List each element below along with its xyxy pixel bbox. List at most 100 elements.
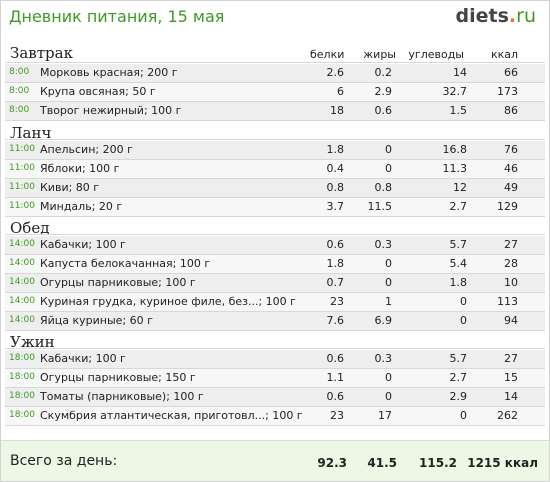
food-name[interactable]: Миндаль; 20 г [40,200,123,213]
protein-value: 23 [330,409,344,422]
carbs-value: 14 [453,66,467,79]
meal-title: Завтрак [10,44,73,62]
header: Дневник питания, 15 мая diets.ru [0,0,550,36]
food-row[interactable]: 14:00 Огурцы парниковые; 100 г 0.7 0 1.8 10 [0,274,550,293]
kcal-value: 173 [497,85,518,98]
meal-title: Обед [10,219,50,237]
row-background [5,388,545,407]
meal-time: 8:00 [9,105,30,115]
meal-time: 14:00 [9,296,35,306]
protein-value: 7.6 [326,314,345,327]
food-name[interactable]: Морковь красная; 200 г [40,66,178,79]
carbs-value: 5.7 [449,352,468,365]
column-header-kcal: ккал [490,48,518,61]
carbs-value: 12 [453,181,467,194]
row-background [5,369,545,388]
fat-value: 0.6 [374,104,393,117]
row-background [5,293,545,312]
carbs-value: 5.4 [449,257,468,270]
food-name[interactable]: Томаты (парниковые); 100 г [40,390,204,403]
column-header-protein: белки [310,48,345,61]
protein-value: 1.8 [326,143,345,156]
column-header-fat: жиры [363,48,396,61]
food-row[interactable]: 18:00 Огурцы парниковые; 150 г 1.1 0 2.7 15 [0,369,550,388]
food-name[interactable]: Апельсин; 200 г [40,143,133,156]
food-name[interactable]: Творог нежирный; 100 г [40,104,182,117]
food-row[interactable]: 14:00 Куриная грудка, куриное филе, без..… [0,293,550,312]
food-row[interactable]: 11:00 Яблоки; 100 г 0.4 0 11.3 46 [0,160,550,179]
fat-value: 11.5 [367,200,393,213]
kcal-value: 86 [504,104,518,117]
food-row[interactable]: 18:00 Скумбрия атлантическая, приготовл..… [0,407,550,426]
carbs-value: 1.5 [449,104,468,117]
food-row[interactable]: 14:00 Капуста белокачанная; 100 г 1.8 0 5.4 2… [0,255,550,274]
kcal-value: 49 [504,181,518,194]
fat-value: 0 [385,162,392,175]
protein-value: 0.8 [326,181,345,194]
food-name[interactable]: Крупа овсяная; 50 г [40,85,156,98]
daily-total: Всего за день: 92.3 41.5 115.2 1215 ккал [1,440,549,481]
kcal-value: 66 [504,66,518,79]
meal-time: 14:00 [9,258,35,268]
food-name[interactable]: Огурцы парниковые; 100 г [40,276,196,289]
fat-value: 0.8 [374,181,393,194]
food-name[interactable]: Скумбрия атлантическая, приготовл...; 10… [40,409,303,422]
meal-time: 11:00 [9,163,35,173]
food-row[interactable]: 8:00 Крупа овсяная; 50 г 6 2.9 32.7 173 [0,83,550,102]
food-row[interactable]: 14:00 Кабачки; 100 г 0.6 0.3 5.7 27 [0,236,550,255]
protein-value: 0.4 [326,162,345,175]
food-row[interactable]: 11:00 Миндаль; 20 г 3.7 11.5 2.7 129 [0,198,550,217]
carbs-value: 0 [460,409,467,422]
food-row[interactable]: 11:00 Киви; 80 г 0.8 0.8 12 49 [0,179,550,198]
carbs-value: 32.7 [442,85,468,98]
carbs-value: 2.7 [449,200,468,213]
food-name[interactable]: Яблоки; 100 г [40,162,120,175]
protein-value: 1.8 [326,257,345,270]
meal-time: 18:00 [9,410,35,420]
total-protein: 92.3 [317,456,347,470]
meal-divider [5,348,545,349]
carbs-value: 0 [460,295,467,308]
site-logo[interactable]: diets.ru [456,5,536,27]
logo-tld: ru [516,5,536,27]
food-name[interactable]: Киви; 80 г [40,181,100,194]
food-name[interactable]: Капуста белокачанная; 100 г [40,257,211,270]
row-background [5,274,545,293]
fat-value: 0 [385,371,392,384]
protein-value: 0.6 [326,352,345,365]
meal-time: 18:00 [9,391,35,401]
kcal-value: 27 [504,238,518,251]
row-background [5,312,545,331]
food-name[interactable]: Огурцы парниковые; 150 г [40,371,196,384]
kcal-value: 46 [504,162,518,175]
kcal-value: 113 [497,295,518,308]
meal-divider [5,234,545,235]
kcal-value: 28 [504,257,518,270]
fat-value: 1 [385,295,392,308]
food-row[interactable]: 8:00 Морковь красная; 200 г 2.6 0.2 14 66 [0,64,550,83]
row-background [5,179,545,198]
carbs-value: 5.7 [449,238,468,251]
meal-time: 8:00 [9,86,30,96]
meal-title: Ланч [10,124,52,142]
food-row[interactable]: 8:00 Творог нежирный; 100 г 18 0.6 1.5 86 [0,102,550,121]
food-name[interactable]: Кабачки; 100 г [40,238,126,251]
meal-time: 11:00 [9,144,35,154]
food-name[interactable]: Куриная грудка, куриное филе, без...; 10… [40,295,296,308]
food-name[interactable]: Кабачки; 100 г [40,352,126,365]
food-name[interactable]: Яйца куриные; 60 г [40,314,153,327]
row-background [5,160,545,179]
food-row[interactable]: 18:00 Томаты (парниковые); 100 г 0.6 0 2.9 14 [0,388,550,407]
food-row[interactable]: 14:00 Яйца куриные; 60 г 7.6 6.9 0 94 [0,312,550,331]
meal-time: 18:00 [9,353,35,363]
carbs-value: 2.9 [449,390,468,403]
meal-time: 8:00 [9,67,30,77]
fat-value: 0 [385,276,392,289]
meal-time: 18:00 [9,372,35,382]
food-row[interactable]: 18:00 Кабачки; 100 г 0.6 0.3 5.7 27 [0,350,550,369]
protein-value: 0.6 [326,238,345,251]
kcal-value: 27 [504,352,518,365]
food-row[interactable]: 11:00 Апельсин; 200 г 1.8 0 16.8 76 [0,141,550,160]
fat-value: 0.3 [374,238,393,251]
meal-time: 11:00 [9,201,35,211]
